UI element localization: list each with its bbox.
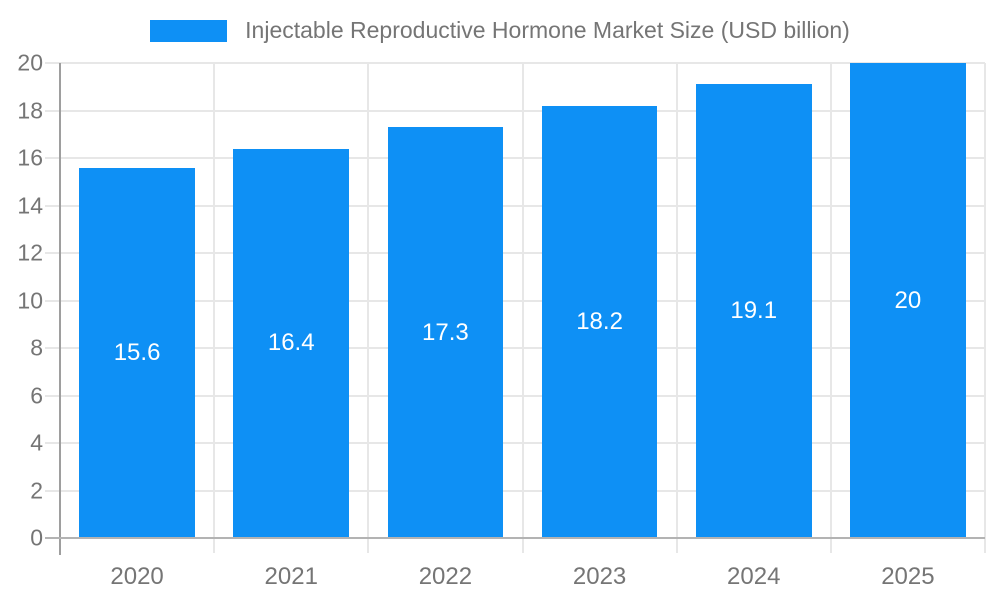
y-axis-tick-label: 18: [17, 97, 43, 123]
y-axis-tick-label: 4: [30, 429, 43, 456]
category-slot-2020: 15.6 2020: [60, 63, 214, 590]
x-gridline: [829, 63, 832, 553]
y-gridline: [45, 109, 985, 112]
x-gridline: [213, 63, 216, 553]
y-gridline: [45, 442, 985, 444]
y-axis-tick-label: 20: [17, 49, 43, 76]
y-gridline: [45, 252, 985, 254]
category-slot-2023: 18.2 2023: [523, 63, 677, 590]
y-gridline: [45, 489, 985, 492]
category-slot-2024: 19.1 2024: [677, 63, 831, 590]
x-axis-category-label: 2022: [418, 563, 473, 590]
y-axis-tick-label: 6: [30, 382, 43, 408]
x-axis-category-label: 2020: [110, 563, 164, 590]
category-slot-2021: 16.4 2021: [214, 63, 368, 590]
x-axis-category-label: 2021: [264, 563, 318, 590]
y-gridline: [45, 347, 985, 349]
bar-value-label: 19.1: [730, 297, 778, 325]
y-axis-tick-label: 14: [17, 192, 43, 218]
x-gridline: [367, 63, 370, 553]
y-gridline: [45, 204, 985, 207]
bar-2020[interactable]: 15.6: [79, 167, 195, 538]
bar-2023[interactable]: 18.2: [541, 105, 658, 538]
y-gridline: [45, 394, 985, 397]
bar-value-label: 17.3: [422, 318, 469, 346]
category-slot-2022: 17.3 2022: [368, 63, 522, 590]
x-gridline: [675, 63, 678, 553]
bar-value-label: 20: [894, 286, 922, 314]
x-axis-category-label: 2024: [727, 563, 781, 590]
x-axis-baseline: [45, 537, 985, 539]
category-slot-2025: 20 2025: [831, 63, 985, 590]
y-gridline: [45, 299, 985, 302]
y-gridline: [45, 157, 985, 159]
legend-swatch-icon: [150, 19, 228, 42]
bar-2021[interactable]: 16.4: [233, 148, 350, 538]
y-gridline: [45, 62, 985, 64]
y-axis-tick-label: 8: [30, 334, 43, 361]
y-axis-tick-label: 2: [30, 477, 43, 503]
x-axis-category-label: 2025: [881, 563, 935, 590]
y-axis-tick-label: 16: [17, 144, 43, 171]
bar-value-label: 16.4: [267, 329, 315, 357]
legend-label: Injectable Reproductive Hormone Market S…: [245, 17, 850, 43]
bar-2022[interactable]: 17.3: [387, 127, 504, 538]
bar-value-label: 18.2: [576, 307, 623, 335]
y-axis-tick-label: 0: [30, 524, 43, 551]
legend[interactable]: Injectable Reproductive Hormone Market S…: [0, 17, 1000, 44]
bar-value-label: 15.6: [113, 338, 161, 366]
x-axis-category-label: 2023: [572, 563, 627, 590]
y-axis-tick-label: 10: [17, 287, 43, 313]
x-gridline: [521, 63, 524, 553]
bar-2024[interactable]: 19.1: [695, 84, 812, 538]
plot-area: 0 2 4 6 8 10 12 14 16 18 20 15.6 2020 16.4 2021 17.3 202…: [17, 50, 986, 590]
y-axis-tick-label: 12: [17, 239, 43, 266]
x-gridline: [984, 63, 986, 553]
bar-2025[interactable]: 20: [850, 63, 966, 538]
y-axis-line: [59, 63, 61, 555]
